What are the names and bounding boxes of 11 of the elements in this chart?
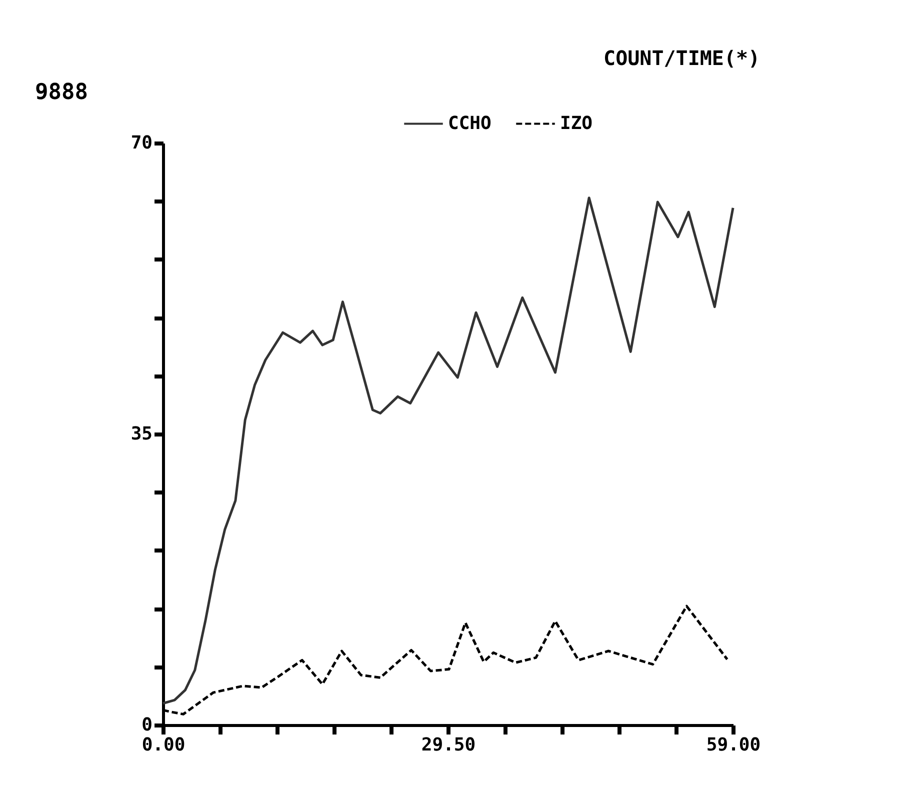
x-tick-label: 59.00 xyxy=(706,734,761,756)
y-tick-label: 70 xyxy=(130,132,152,154)
line-series xyxy=(162,196,734,705)
legend-label: IZO xyxy=(560,112,593,134)
text: 9888 xyxy=(35,80,88,105)
x-tick-label: 0.00 xyxy=(142,734,186,756)
legend-label: CCHO xyxy=(448,112,492,134)
chart-title: COUNT/TIME(*) xyxy=(604,46,760,70)
y-tick-label: 35 xyxy=(130,424,152,444)
x-tick-label: 29.50 xyxy=(421,734,476,756)
y-tick-label: 0 xyxy=(142,714,152,736)
